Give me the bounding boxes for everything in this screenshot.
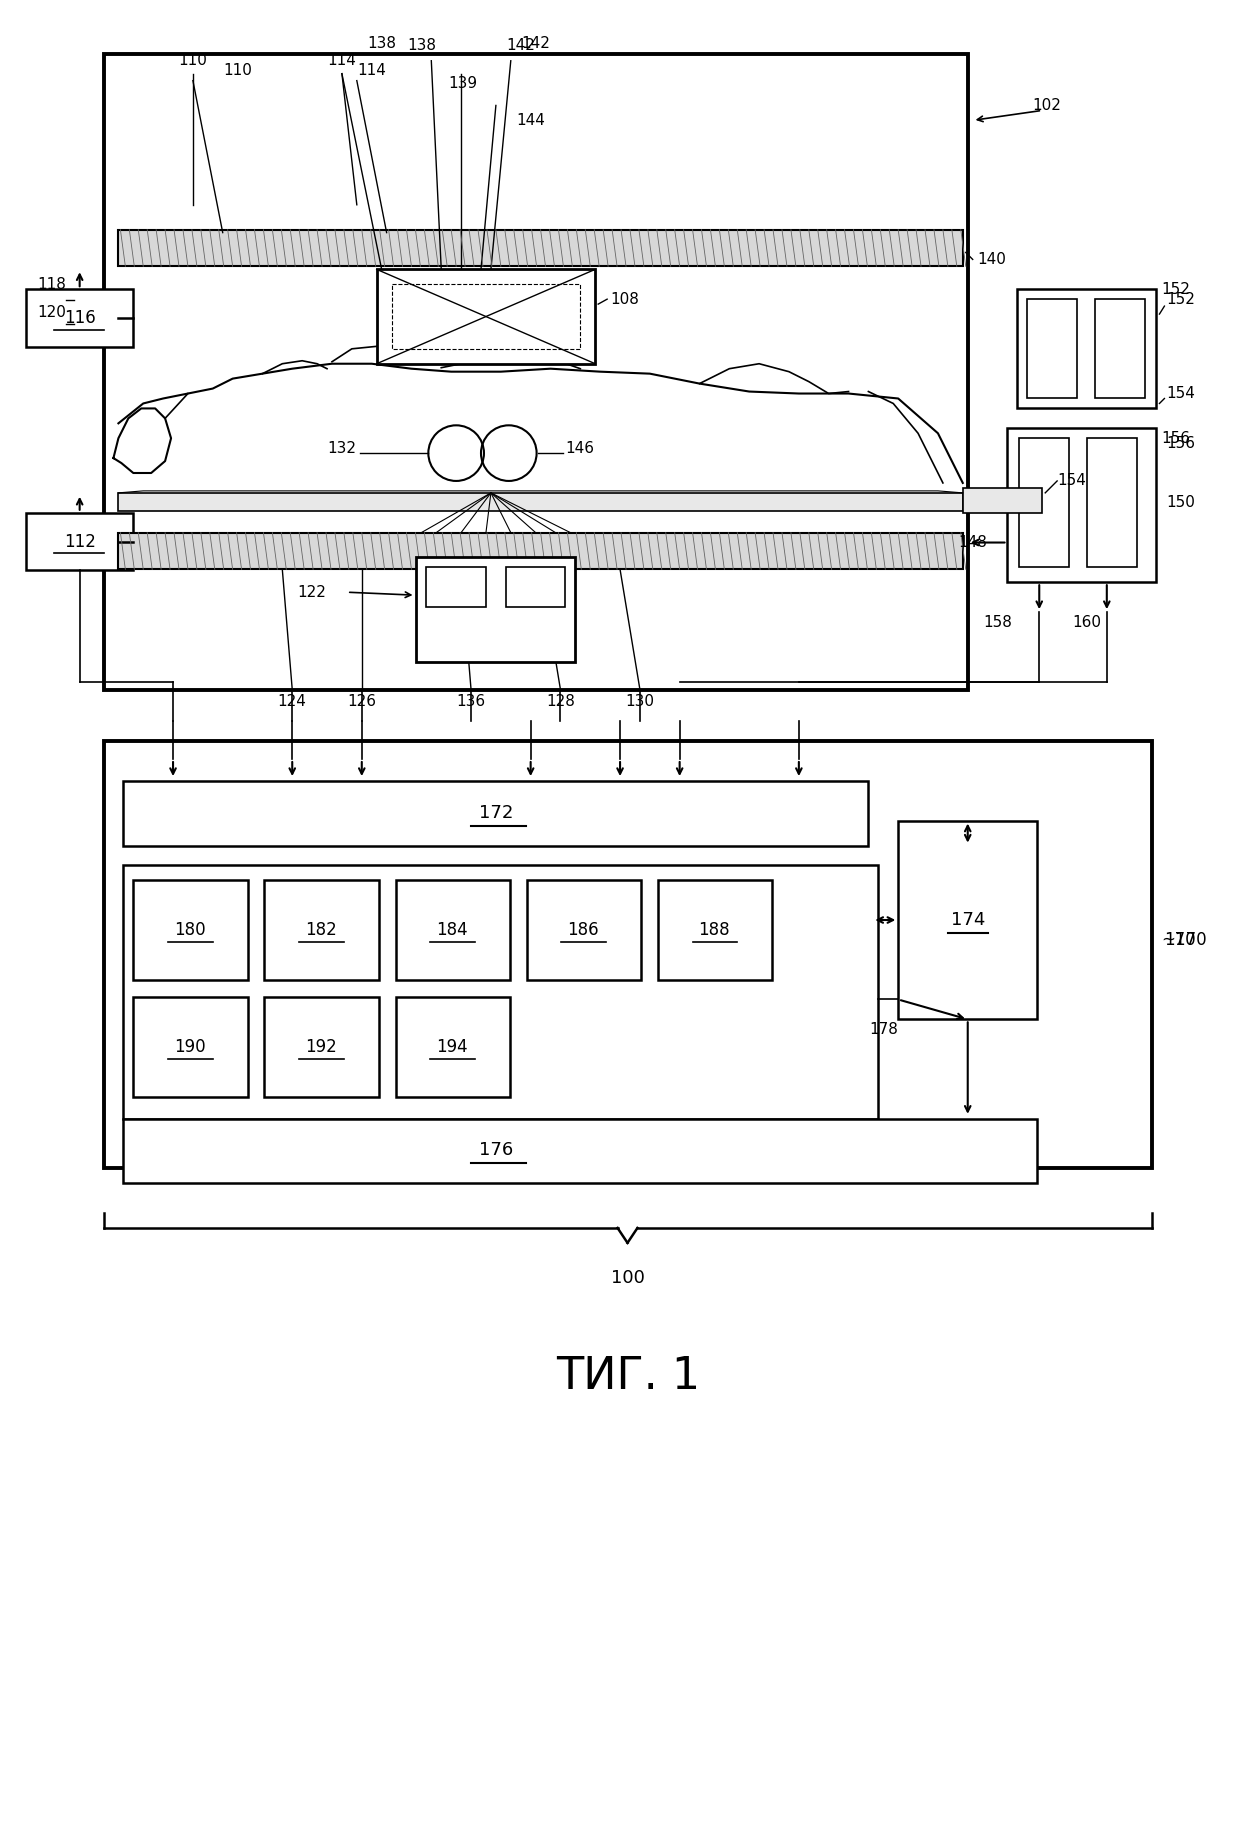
Bar	[426, 568, 486, 607]
Bar	[527, 880, 641, 979]
Text: 139: 139	[449, 76, 478, 90]
Text: 116: 116	[64, 310, 96, 326]
Bar	[963, 489, 1042, 513]
Text: 174: 174	[950, 911, 985, 929]
Bar	[123, 782, 869, 846]
Text: 190: 190	[175, 1038, 206, 1057]
Text: 172: 172	[479, 804, 513, 822]
Text: 108: 108	[610, 291, 639, 306]
Bar	[264, 998, 378, 1097]
Bar	[1027, 299, 1077, 398]
Text: 126: 126	[347, 693, 376, 708]
Text: 110: 110	[178, 53, 207, 68]
Text: 170: 170	[1164, 931, 1197, 950]
Text: 152: 152	[1166, 291, 1195, 306]
Bar	[264, 880, 378, 979]
Text: 114: 114	[357, 63, 386, 77]
Bar	[396, 880, 510, 979]
Text: 194: 194	[436, 1038, 468, 1057]
Text: 180: 180	[175, 920, 206, 939]
Text: 144: 144	[517, 112, 546, 127]
Text: 154: 154	[1166, 385, 1195, 400]
Text: 160: 160	[1072, 614, 1101, 629]
Text: 188: 188	[699, 920, 730, 939]
Bar	[396, 998, 510, 1097]
Text: 154: 154	[1057, 474, 1086, 489]
Text: 132: 132	[327, 441, 357, 455]
Text: ~170: ~170	[1161, 931, 1207, 950]
Bar	[26, 513, 133, 570]
Text: 140: 140	[978, 253, 1007, 267]
Text: ΤИГ. 1: ΤИГ. 1	[556, 1355, 700, 1398]
Text: 110: 110	[224, 63, 253, 77]
Text: 176: 176	[479, 1141, 513, 1160]
Text: 102: 102	[1033, 98, 1062, 112]
Bar	[123, 865, 879, 1119]
Text: 138: 138	[367, 37, 396, 52]
Text: 156: 156	[1161, 431, 1190, 446]
Bar	[103, 741, 1151, 1169]
Text: 114: 114	[328, 53, 356, 68]
Bar	[118, 230, 963, 266]
Bar	[26, 290, 133, 347]
Polygon shape	[113, 408, 171, 474]
Bar	[1095, 299, 1145, 398]
Text: 148: 148	[958, 535, 987, 550]
Text: 124: 124	[278, 693, 307, 708]
Text: 122: 122	[298, 585, 327, 599]
Bar	[657, 880, 772, 979]
Text: 182: 182	[305, 920, 337, 939]
Text: 136: 136	[456, 693, 485, 708]
Text: 118: 118	[36, 277, 65, 291]
Text: 120: 120	[36, 304, 65, 319]
Bar	[133, 998, 248, 1097]
Bar	[118, 533, 963, 570]
Bar	[1007, 428, 1156, 583]
Text: 130: 130	[626, 693, 655, 708]
Text: 178: 178	[869, 1022, 897, 1036]
Bar	[133, 880, 248, 979]
Text: 142: 142	[522, 37, 551, 52]
Bar	[416, 557, 576, 662]
Bar	[123, 1119, 1037, 1184]
Text: 192: 192	[305, 1038, 337, 1057]
Bar	[1087, 439, 1136, 568]
Bar	[899, 821, 1037, 1020]
Text: 112: 112	[64, 533, 96, 551]
Text: 152: 152	[1161, 282, 1190, 297]
Text: 186: 186	[567, 920, 600, 939]
Text: 142: 142	[507, 39, 535, 53]
Text: 156: 156	[1166, 435, 1195, 450]
Bar	[118, 492, 963, 511]
Text: 158: 158	[983, 614, 1012, 629]
Text: 128: 128	[546, 693, 574, 708]
Bar	[505, 568, 566, 607]
Text: 184: 184	[436, 920, 468, 939]
Text: 138: 138	[407, 39, 436, 53]
Text: 100: 100	[611, 1269, 645, 1287]
Text: 150: 150	[1166, 496, 1195, 511]
Text: 146: 146	[566, 441, 595, 455]
Bar	[1019, 439, 1068, 568]
Bar	[392, 284, 581, 349]
Bar	[103, 53, 968, 690]
Bar	[1017, 290, 1156, 408]
Bar	[377, 269, 596, 363]
